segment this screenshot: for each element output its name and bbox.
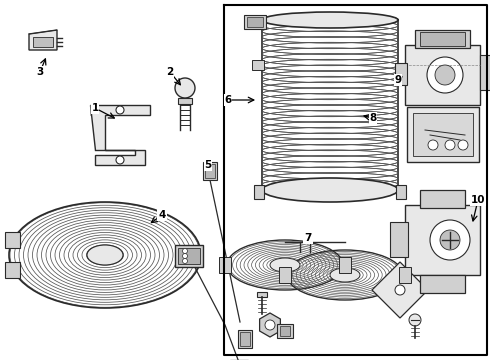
Bar <box>279 267 291 283</box>
Text: 4: 4 <box>158 210 166 220</box>
Bar <box>396 185 406 199</box>
Circle shape <box>409 314 421 326</box>
Bar <box>280 326 290 336</box>
Text: 3: 3 <box>36 67 44 77</box>
Bar <box>240 332 250 346</box>
Bar <box>178 248 200 264</box>
Circle shape <box>116 106 124 114</box>
Bar <box>390 222 408 257</box>
Bar <box>244 15 266 29</box>
Bar <box>205 164 215 178</box>
Bar <box>413 113 473 156</box>
Bar <box>33 37 53 47</box>
Bar <box>277 324 293 338</box>
Polygon shape <box>5 262 20 278</box>
Bar <box>407 107 479 162</box>
Circle shape <box>430 220 470 260</box>
Bar <box>420 32 465 46</box>
Bar <box>420 190 465 208</box>
Bar <box>405 205 480 275</box>
Ellipse shape <box>330 268 360 282</box>
Circle shape <box>428 140 438 150</box>
Bar <box>339 257 351 273</box>
Circle shape <box>458 140 468 150</box>
Ellipse shape <box>262 178 398 202</box>
Ellipse shape <box>262 12 398 28</box>
Circle shape <box>182 258 188 264</box>
Ellipse shape <box>270 258 300 272</box>
Polygon shape <box>5 232 20 248</box>
Bar <box>405 45 480 105</box>
Text: 10: 10 <box>471 195 485 205</box>
Bar <box>395 63 407 85</box>
Circle shape <box>427 57 463 93</box>
Polygon shape <box>29 30 57 50</box>
Bar <box>203 162 217 180</box>
Text: 6: 6 <box>224 95 232 105</box>
Text: 9: 9 <box>394 75 402 85</box>
Text: 2: 2 <box>167 67 173 77</box>
Circle shape <box>445 140 455 150</box>
Bar <box>264 20 396 190</box>
Bar <box>257 292 267 297</box>
Bar <box>247 17 263 27</box>
Text: 8: 8 <box>369 113 377 123</box>
Circle shape <box>265 320 275 330</box>
Bar <box>415 30 470 48</box>
Circle shape <box>116 156 124 164</box>
Polygon shape <box>90 105 150 165</box>
Text: 5: 5 <box>204 160 212 170</box>
Bar <box>399 267 411 283</box>
Circle shape <box>435 65 455 85</box>
Bar <box>420 275 465 293</box>
Bar <box>175 245 203 267</box>
Circle shape <box>182 253 188 258</box>
Bar <box>178 98 192 104</box>
Bar <box>219 257 231 273</box>
Bar <box>480 55 490 90</box>
Ellipse shape <box>87 245 123 265</box>
Text: 1: 1 <box>91 103 98 113</box>
Circle shape <box>182 248 188 253</box>
Circle shape <box>175 78 195 98</box>
Bar <box>238 330 252 348</box>
Circle shape <box>395 285 405 295</box>
Bar <box>254 185 264 199</box>
Bar <box>252 60 264 70</box>
Circle shape <box>440 230 460 250</box>
Polygon shape <box>372 262 428 318</box>
Text: 7: 7 <box>304 233 312 243</box>
